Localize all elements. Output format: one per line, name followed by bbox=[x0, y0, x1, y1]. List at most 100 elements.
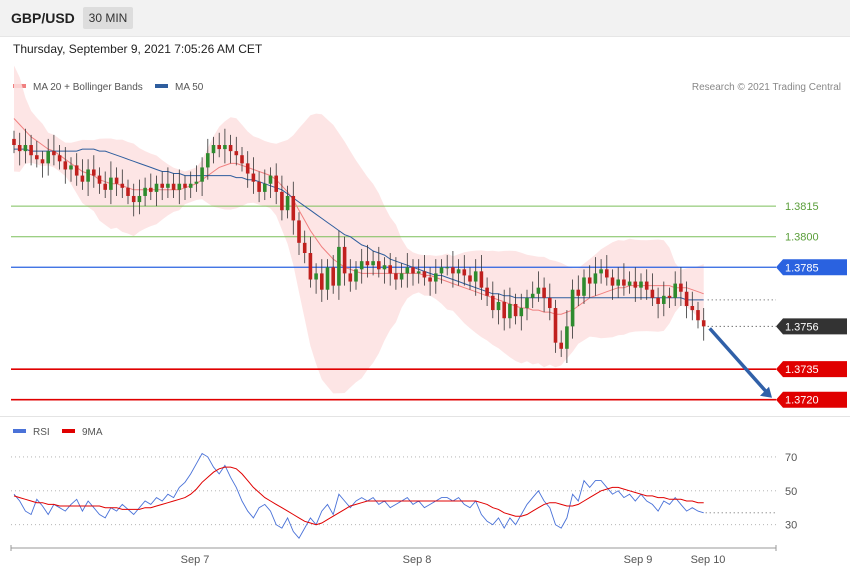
candle bbox=[29, 145, 33, 156]
candle bbox=[627, 281, 632, 286]
candle bbox=[405, 267, 410, 274]
candle bbox=[605, 269, 609, 278]
candle bbox=[354, 269, 358, 282]
level-tag-1.3735 bbox=[776, 361, 847, 378]
bollinger-band bbox=[14, 65, 704, 394]
candle bbox=[211, 145, 216, 154]
x-axis: Sep 7 Sep 8 Sep 9 Sep 10 bbox=[10, 545, 777, 566]
candle bbox=[570, 289, 575, 327]
candle bbox=[365, 261, 370, 266]
candle bbox=[63, 161, 68, 170]
candle bbox=[291, 195, 296, 221]
candle bbox=[667, 295, 672, 298]
candle bbox=[696, 310, 700, 321]
projection-arrow bbox=[708, 327, 770, 395]
candle bbox=[320, 273, 324, 290]
candle bbox=[263, 183, 267, 192]
candle bbox=[97, 175, 102, 184]
candle bbox=[439, 267, 444, 274]
timeframe-button[interactable]: 30 MIN bbox=[83, 7, 133, 29]
candle bbox=[508, 303, 512, 319]
candle bbox=[80, 175, 85, 182]
candle bbox=[622, 279, 626, 286]
candle bbox=[57, 155, 62, 162]
ma50-line bbox=[14, 148, 704, 301]
rsi-line bbox=[13, 452, 704, 539]
candle bbox=[610, 277, 615, 286]
rsi-plot: 70 50 30 bbox=[11, 452, 797, 539]
x-tick-label: Sep 10 bbox=[691, 554, 726, 566]
header-bar: GBP/USD 30 MIN bbox=[0, 0, 850, 37]
candle bbox=[200, 167, 204, 182]
x-tick-label: Sep 8 bbox=[403, 554, 432, 566]
candle bbox=[359, 261, 364, 270]
ma9-legend-label: 9MA bbox=[82, 427, 103, 438]
rsi-legend-swatch bbox=[13, 429, 26, 433]
candle bbox=[206, 153, 210, 168]
rsi-tick-30: 30 bbox=[785, 520, 797, 532]
candle bbox=[46, 151, 50, 164]
level-label-1.3800: 1.3800 bbox=[785, 232, 819, 244]
x-tick-label: Sep 9 bbox=[624, 554, 653, 566]
candle bbox=[52, 151, 56, 156]
candle bbox=[593, 273, 598, 284]
price-plot: 1.3815 1.3800 1.3785 1.3756 1.3735 1.3720 bbox=[11, 65, 847, 408]
candle bbox=[690, 306, 695, 311]
candle bbox=[377, 261, 381, 270]
candle bbox=[274, 175, 278, 192]
candle bbox=[656, 297, 660, 304]
candle bbox=[126, 187, 130, 196]
candle bbox=[496, 301, 501, 311]
candle bbox=[160, 183, 164, 188]
candle bbox=[679, 283, 683, 292]
level-tag-1.3785 bbox=[776, 259, 847, 276]
candle bbox=[342, 246, 347, 274]
candle bbox=[388, 265, 392, 274]
candle bbox=[599, 269, 603, 274]
ma9-legend-swatch bbox=[62, 429, 75, 433]
candle bbox=[650, 289, 655, 298]
candle bbox=[485, 287, 489, 296]
candle bbox=[154, 183, 159, 192]
candle bbox=[171, 183, 176, 190]
candle bbox=[411, 267, 415, 274]
rsi-ma9-line bbox=[13, 466, 704, 526]
candle bbox=[451, 267, 455, 274]
candle bbox=[399, 273, 404, 280]
rsi-tick-70: 70 bbox=[785, 452, 797, 464]
candle bbox=[565, 326, 569, 349]
rsi-legend-label: RSI bbox=[33, 427, 50, 438]
copyright-label: Research © 2021 Trading Central bbox=[692, 82, 841, 93]
level-label-1.3756: 1.3756 bbox=[785, 321, 819, 333]
ma50-legend-label: MA 50 bbox=[175, 82, 204, 93]
candle bbox=[17, 145, 22, 152]
candle bbox=[701, 320, 706, 327]
candle bbox=[245, 163, 250, 174]
candle bbox=[183, 183, 187, 188]
level-label-1.3735: 1.3735 bbox=[785, 364, 819, 376]
candle bbox=[234, 151, 239, 156]
candle bbox=[673, 283, 677, 298]
projection-arrowhead bbox=[760, 386, 772, 398]
candle bbox=[257, 181, 261, 192]
candle bbox=[616, 279, 620, 286]
level-label-1.3720: 1.3720 bbox=[785, 395, 819, 407]
candle bbox=[188, 183, 193, 188]
candle bbox=[536, 287, 541, 294]
candle bbox=[548, 297, 552, 309]
candle bbox=[166, 183, 170, 188]
candle bbox=[69, 165, 73, 170]
candle bbox=[468, 275, 472, 282]
candle bbox=[251, 173, 256, 182]
candle bbox=[542, 287, 546, 298]
candle bbox=[92, 169, 96, 176]
level-tag-1.3756 bbox=[776, 318, 847, 335]
candle bbox=[120, 183, 125, 188]
candle bbox=[502, 301, 506, 319]
ma20-legend-label: MA 20 + Bollinger Bands bbox=[33, 82, 143, 93]
candle bbox=[662, 295, 666, 304]
candle bbox=[434, 273, 438, 282]
candle bbox=[103, 183, 107, 190]
